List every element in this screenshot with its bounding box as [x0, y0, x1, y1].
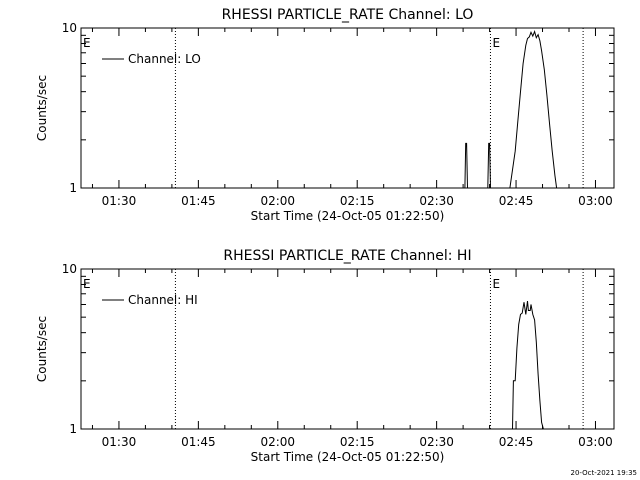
- x-tick-label: 01:30: [102, 435, 137, 449]
- event-marker-label: E: [492, 277, 500, 291]
- x-tick-label: 01:45: [181, 435, 216, 449]
- data-series-line: [512, 301, 544, 430]
- legend-label: Channel: LO: [128, 52, 201, 66]
- x-tick-label: 02:45: [499, 435, 534, 449]
- y-axis-label: Counts/sec: [35, 316, 49, 382]
- x-tick-label: 02:00: [260, 435, 295, 449]
- x-tick-label: 03:00: [578, 194, 613, 208]
- event-marker-label: E: [83, 277, 91, 291]
- x-tick-label: 02:45: [499, 194, 534, 208]
- x-tick-label: 02:00: [260, 194, 295, 208]
- x-axis-label: Start Time (24-Oct-05 01:22:50): [251, 450, 445, 464]
- plot-frame: [80, 27, 615, 189]
- panel-lo: RHESSI PARTICLE_RATE Channel: LO 01:30 01:…: [35, 7, 615, 223]
- event-marker-label: E: [492, 36, 500, 50]
- plot-frame: [80, 268, 615, 430]
- event-marker-label: E: [83, 36, 91, 50]
- y-tick-label: 1: [69, 422, 77, 436]
- x-tick-label: 02:30: [419, 194, 454, 208]
- x-tick-label: 02:30: [419, 435, 454, 449]
- x-axis-label: Start Time (24-Oct-05 01:22:50): [251, 209, 445, 223]
- x-tick-label: 03:00: [578, 435, 613, 449]
- y-tick-label: 1: [69, 181, 77, 195]
- x-tick-label: 01:30: [102, 194, 137, 208]
- x-tick-label: 02:15: [340, 194, 375, 208]
- x-tick-label: 02:15: [340, 435, 375, 449]
- x-tick-label: 01:45: [181, 194, 216, 208]
- y-tick-label: 10: [62, 21, 77, 35]
- data-series-line: [464, 30, 558, 189]
- footer-timestamp: 20-Oct-2021 19:35: [571, 469, 637, 477]
- y-tick-label: 10: [62, 262, 77, 276]
- panel-hi: RHESSI PARTICLE_RATE Channel: HI 01:30 01:…: [35, 248, 615, 464]
- legend-label: Channel: HI: [128, 293, 198, 307]
- y-axis-label: Counts/sec: [35, 75, 49, 141]
- chart-title: RHESSI PARTICLE_RATE Channel: LO: [222, 7, 474, 23]
- chart-title: RHESSI PARTICLE_RATE Channel: HI: [223, 248, 471, 264]
